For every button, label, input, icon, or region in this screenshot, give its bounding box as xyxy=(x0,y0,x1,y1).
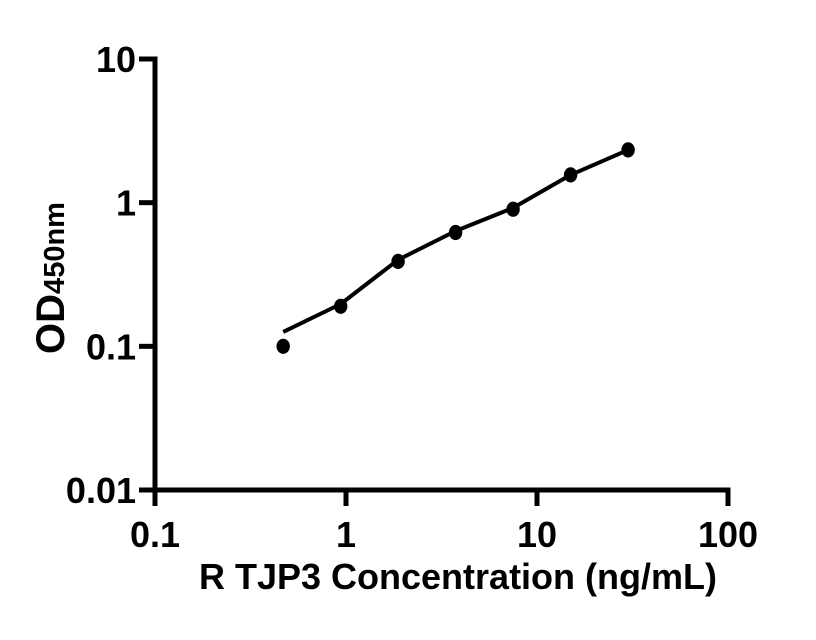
x-tick-label: 0.1 xyxy=(130,514,180,555)
data-point-marker xyxy=(506,201,520,217)
x-tick-label: 100 xyxy=(698,514,758,555)
data-point-marker xyxy=(334,298,348,314)
plot-area xyxy=(276,142,635,354)
y-tick-label: 0.01 xyxy=(66,470,136,511)
y-axis-title-main: OD xyxy=(29,294,73,354)
x-tick-label: 10 xyxy=(517,514,557,555)
y-tick-label: 1 xyxy=(116,183,136,224)
x-tick-label: 1 xyxy=(336,514,356,555)
data-point-marker xyxy=(448,224,463,241)
data-point-marker xyxy=(276,338,290,354)
data-point-marker xyxy=(563,167,578,183)
x-axis-title: R TJP3 Concentration (ng/mL) xyxy=(199,556,717,597)
data-point-marker xyxy=(621,142,635,158)
y-tick-label: 10 xyxy=(96,39,136,80)
y-axis-title: OD450nm xyxy=(29,202,73,354)
y-axis-title-subscript: 450nm xyxy=(39,202,71,294)
y-tick-label: 0.1 xyxy=(86,326,136,367)
data-point-marker xyxy=(391,253,405,269)
